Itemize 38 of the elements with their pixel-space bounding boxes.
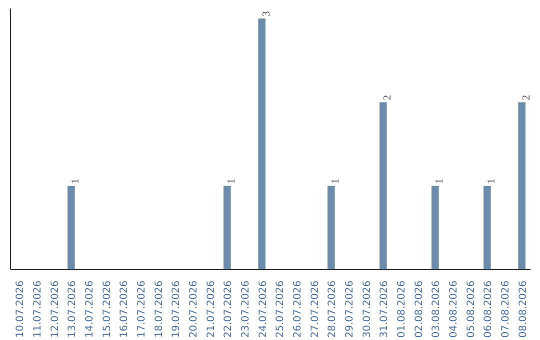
x-tick-label: 11.07.2026: [32, 280, 44, 338]
x-tick-label: 08.08.2026: [518, 280, 529, 338]
data-label: 1: [486, 178, 498, 184]
x-tick-label: 07.08.2026: [500, 280, 512, 338]
x-tick-label: 02.08.2026: [414, 280, 425, 338]
x-tick-label: 15.07.2026: [102, 280, 113, 338]
x-tick-label: 01.08.2026: [396, 280, 408, 338]
x-tick-label: 23.07.2026: [240, 280, 252, 338]
x-tick-label: 31.07.2026: [379, 280, 390, 338]
x-tick-label: 27.07.2026: [310, 280, 321, 338]
data-label: 2: [521, 94, 532, 100]
x-tick-label: 20.07.2026: [188, 280, 200, 338]
x-tick-label: 13.07.2026: [67, 280, 78, 338]
x-tick-label: 12.07.2026: [50, 280, 61, 338]
x-tick-label: 16.07.2026: [119, 280, 130, 338]
x-tick-label: 05.08.2026: [466, 280, 477, 338]
x-tick-label: 30.07.2026: [362, 280, 373, 338]
x-tick-label: 29.07.2026: [344, 280, 356, 338]
x-tick-label: 24.07.2026: [258, 280, 269, 338]
data-label: 1: [330, 178, 342, 184]
x-tick-label: 22.07.2026: [223, 280, 234, 338]
data-label: 3: [261, 11, 272, 17]
x-tick-label: 28.07.2026: [327, 280, 338, 338]
x-tick-label: 10.07.2026: [15, 280, 26, 338]
data-label: 2: [382, 94, 394, 100]
x-tick-label: 18.07.2026: [154, 280, 165, 338]
x-tick-label: 03.08.2026: [431, 280, 442, 338]
data-label: 1: [226, 178, 238, 184]
x-tick-label: 14.07.2026: [84, 280, 96, 338]
x-tick-label: 25.07.2026: [275, 280, 286, 338]
x-tick-label: 21.07.2026: [206, 280, 217, 338]
data-label: 1: [70, 178, 82, 184]
x-tick-label: 26.07.2026: [292, 280, 304, 338]
x-tick-label: 17.07.2026: [136, 280, 148, 338]
data-label: 1: [434, 178, 446, 184]
x-tick-label: 19.07.2026: [171, 280, 182, 338]
x-tick-label: 04.08.2026: [448, 280, 460, 338]
x-tick-label: 06.08.2026: [483, 280, 494, 338]
